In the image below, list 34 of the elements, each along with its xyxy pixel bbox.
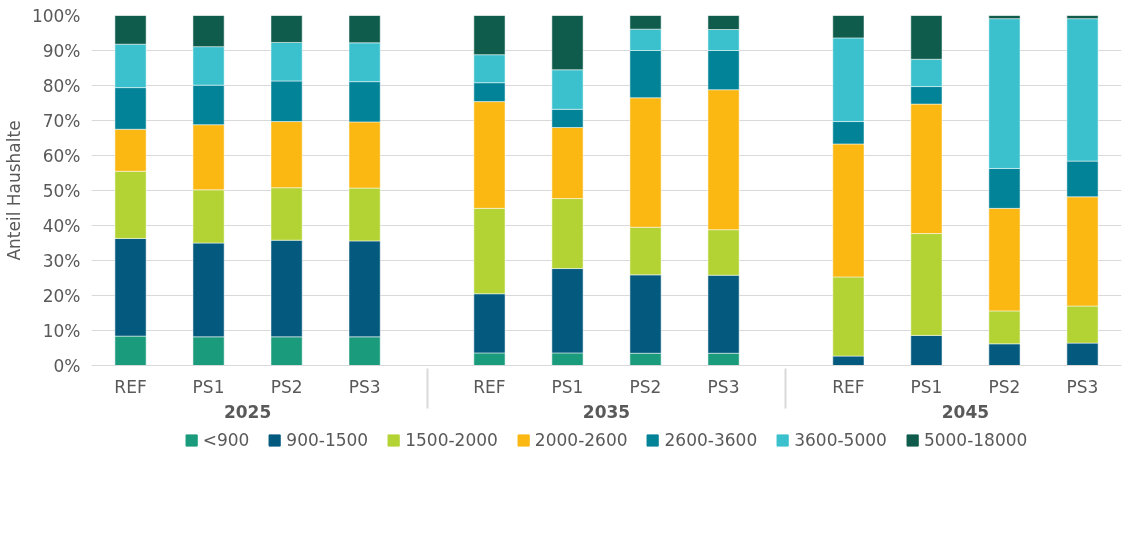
text: 2045 [941, 401, 990, 422]
y-tick-label: 20% [42, 285, 81, 306]
x-tick-label: PS1 [192, 376, 225, 397]
y-tick-label: 40% [42, 215, 81, 236]
legend-label: 900-1500 [286, 430, 369, 450]
y-tick-label: 10% [42, 320, 81, 341]
y-tick-label: 90% [42, 40, 81, 61]
x-tick-label: REF [114, 376, 147, 397]
x-tick-label: PS3 [1066, 376, 1099, 397]
legend-label: 3600-5000 [794, 430, 887, 450]
legend-label: 2600-3600 [664, 430, 758, 450]
legend-label: 1500-2000 [405, 430, 498, 450]
y-tick-label: 80% [42, 75, 81, 96]
x-tick-label: PS3 [348, 376, 381, 397]
y-tick-label: 60% [42, 145, 81, 166]
legend-label: <900 [202, 430, 250, 450]
legend-label: 5000-18000 [923, 430, 1028, 450]
x-tick-label: PS3 [707, 376, 740, 397]
x-tick-label: PS1 [551, 376, 584, 397]
x-tick-label: REF [473, 376, 506, 397]
y-tick-label: 50% [42, 180, 81, 201]
y-tick-label: 100% [31, 5, 81, 26]
x-tick-label: PS1 [910, 376, 943, 397]
text: 2035 [582, 401, 631, 422]
y-tick-label: 30% [42, 250, 81, 271]
x-tick-label: PS2 [629, 376, 662, 397]
text: 2025 [223, 401, 272, 422]
y-tick-label: 0% [53, 355, 81, 376]
y-axis-title: Anteil Haushalte [3, 120, 24, 261]
x-tick-label: REF [832, 376, 865, 397]
legend-label: 2000-2600 [534, 430, 628, 450]
x-tick-label: PS2 [988, 376, 1021, 397]
y-tick-label: 70% [42, 110, 81, 131]
x-tick-label: PS2 [270, 376, 303, 397]
